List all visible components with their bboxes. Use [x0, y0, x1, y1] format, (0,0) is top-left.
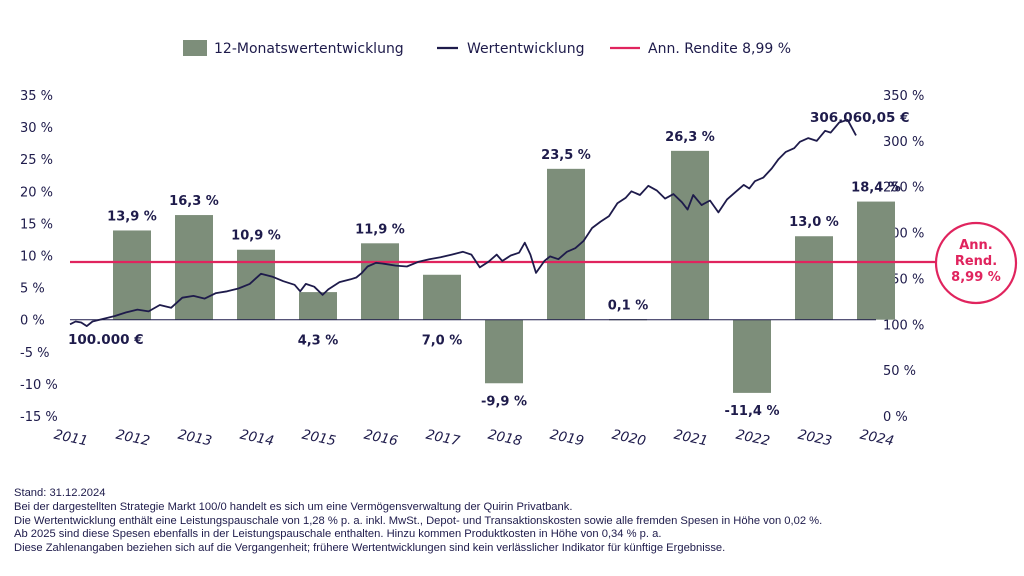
left-axis-tick: 25 % [20, 153, 53, 168]
x-axis-tick: 2012 [114, 427, 151, 450]
right-axis-tick: 300 % [883, 135, 924, 150]
x-axis-tick: 2018 [486, 427, 523, 450]
bar-label-2015: 4,3 % [298, 334, 339, 349]
legend: 12-Monatswertentwicklung Wertentwicklung… [183, 40, 791, 57]
x-axis-tick: 2020 [610, 427, 647, 450]
bar-label-2018: -9,9 % [481, 394, 527, 409]
bar-2015 [299, 292, 337, 320]
right-axis-tick: 0 % [883, 410, 908, 425]
footnote-line-1: Bei der dargestellten Strategie Markt 10… [14, 500, 573, 513]
bar-label-2016: 11,9 % [355, 222, 405, 237]
bar-2013 [175, 215, 213, 320]
right-axis-tick: 50 % [883, 364, 916, 379]
bar-label-2014: 10,9 % [231, 229, 281, 244]
end-value-label: 306.060,05 € [810, 110, 910, 126]
bars [113, 150, 895, 393]
performance-line [69, 118, 857, 327]
badge-line-1: Ann. [959, 238, 993, 253]
bar-2014 [237, 249, 275, 320]
annualized-return-badge: Ann. Rend. 8,99 % [934, 221, 1018, 305]
x-axis-tick: 2011 [52, 427, 89, 450]
performance-chart: 12-Monatswertentwicklung Wertentwicklung… [20, 40, 1018, 450]
x-axis-tick: 2021 [672, 427, 709, 450]
start-value-label: 100.000 € [68, 332, 144, 348]
x-axis-tick: 2013 [176, 427, 213, 450]
left-axis-ticks: 35 % 30 % 25 % 20 % 15 % 10 % 5 % 0 % -5 % -10 % -… [20, 89, 58, 425]
bar-2023 [795, 236, 833, 320]
left-axis-tick: 30 % [20, 121, 53, 136]
footnote-line-3: Ab 2025 sind diese Spesen ebenfalls in d… [14, 528, 662, 541]
left-axis-tick: 10 % [20, 250, 53, 265]
left-axis-tick: 20 % [20, 185, 53, 200]
footnote-line-4: Diese Zahlenangaben beziehen sich auf di… [14, 542, 726, 555]
right-axis-tick: 350 % [883, 89, 924, 104]
bar-2017 [423, 274, 461, 320]
bar-label-2023: 13,0 % [789, 215, 839, 230]
x-axis-tick: 2014 [238, 427, 275, 450]
badge-line-3: 8,99 % [951, 270, 1001, 285]
bar-2016 [361, 243, 399, 320]
bar-label-2021: 26,3 % [665, 130, 715, 145]
legend-bar-swatch [183, 40, 207, 56]
x-axis-tick: 2016 [362, 427, 399, 450]
x-axis-tick: 2023 [796, 427, 833, 450]
x-axis-tick: 2017 [424, 427, 461, 450]
bar-label-2020: 0,1 % [608, 299, 649, 314]
left-axis-tick: -5 % [20, 346, 49, 361]
bar-2012 [113, 230, 151, 320]
x-axis-tick: 2022 [734, 427, 771, 450]
bar-label-2022: -11,4 % [724, 404, 779, 419]
footnote-line-2: Die Wertentwicklung enthält eine Leistun… [14, 514, 823, 527]
left-axis-tick: 0 % [20, 314, 45, 329]
bar-label-2012: 13,9 % [107, 209, 157, 224]
left-axis-tick: -10 % [20, 378, 58, 393]
x-axis-tick: 2024 [858, 427, 895, 450]
bar-2024 [857, 201, 895, 320]
x-axis-ticks: 2011 2012 2013 2014 2015 2016 2017 2018 2019 2020… [52, 427, 895, 450]
bar-label-2024: 18,4 % [851, 181, 901, 196]
legend-line-label: Wertentwicklung [467, 41, 585, 57]
legend-bars-label: 12-Monatswertentwicklung [214, 41, 404, 57]
right-axis-ticks: 350 %300 %250 %200 %150 %100 %50 %0 % [883, 89, 924, 425]
footnote-date: Stand: 31.12.2024 [14, 487, 106, 499]
bar-2021 [671, 150, 709, 320]
bar-label-2013: 16,3 % [169, 194, 219, 209]
x-axis-tick: 2015 [300, 427, 337, 450]
left-axis-tick: 5 % [20, 282, 45, 297]
x-axis-tick: 2019 [548, 427, 585, 450]
bar-2018 [485, 319, 523, 384]
footnotes: Stand: 31.12.2024 Bei der dargestellten … [14, 487, 1014, 556]
left-axis-tick: 35 % [20, 89, 53, 104]
badge-line-2: Rend. [955, 254, 997, 269]
legend-ref-label: Ann. Rendite 8,99 % [648, 41, 791, 57]
right-axis-tick: 100 % [883, 318, 924, 333]
right-axis-tick: 250 % [883, 181, 924, 196]
left-axis-tick: -15 % [20, 410, 58, 425]
bar-label-2017: 7,0 % [422, 334, 463, 349]
bar-value-labels: 13,9 % 16,3 % 10,9 % 4,3 % 11,9 % 7,0 % -9,9 %… [107, 130, 901, 419]
left-axis-tick: 15 % [20, 217, 53, 232]
bar-2022 [733, 319, 771, 393]
bar-label-2019: 23,5 % [541, 148, 591, 163]
